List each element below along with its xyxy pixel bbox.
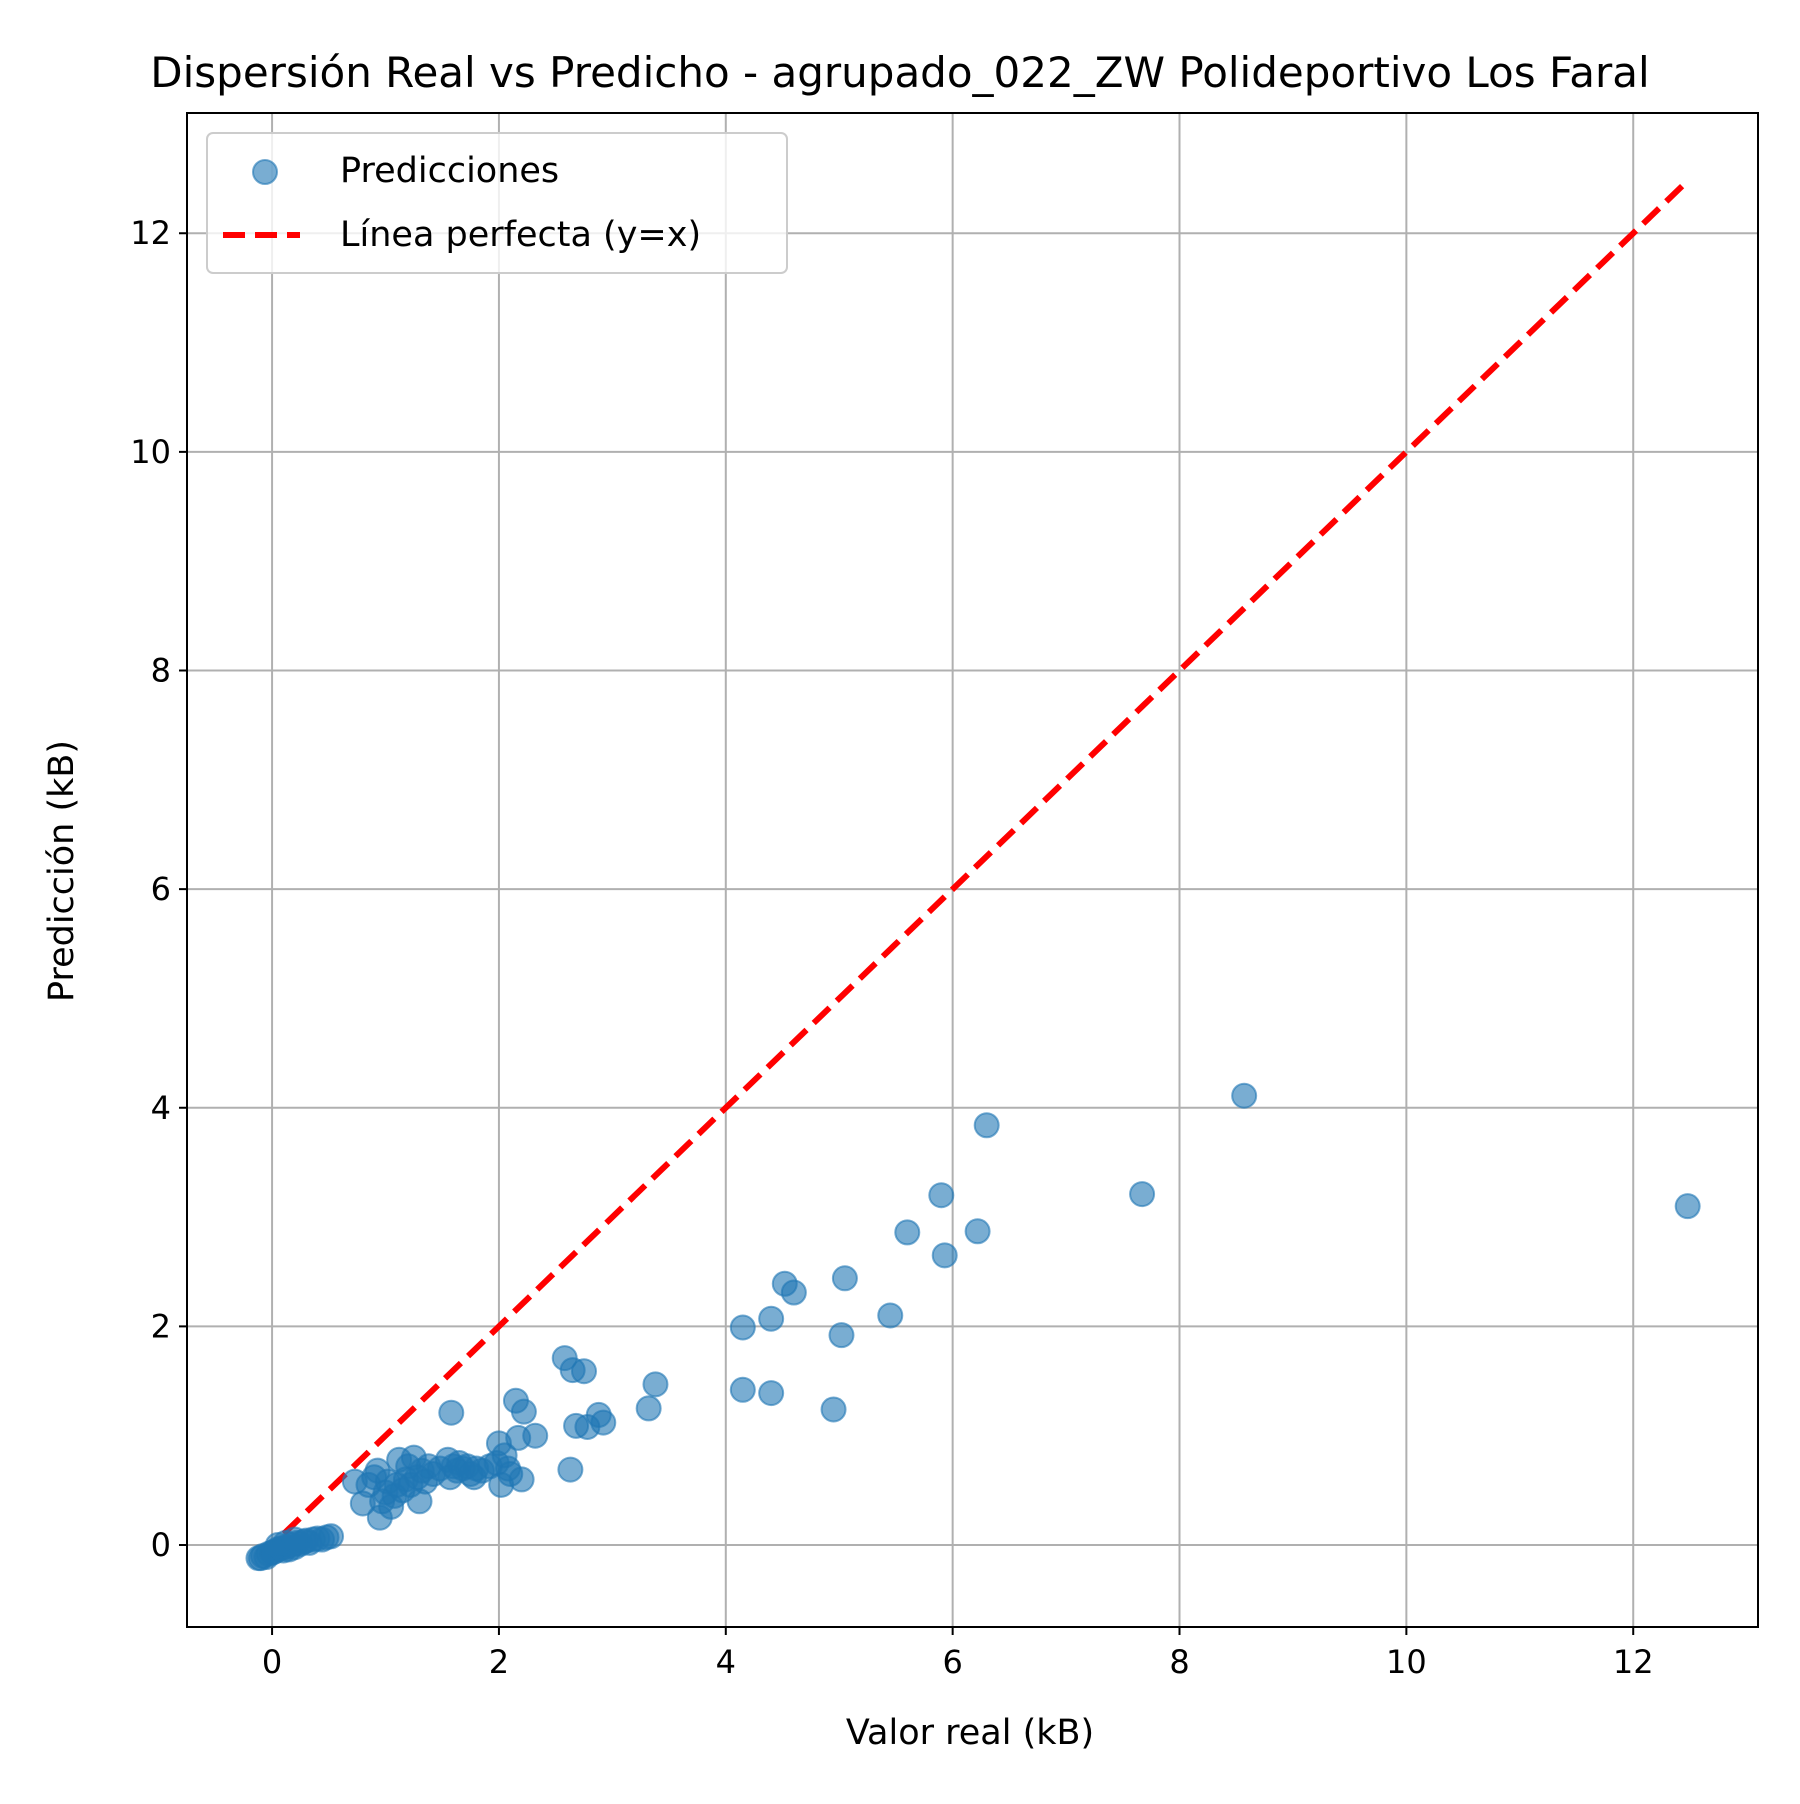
data-point: [729, 1314, 756, 1341]
data-point: [510, 1398, 537, 1425]
data-point: [780, 1279, 807, 1306]
data-point: [635, 1395, 662, 1422]
x-tick-label: 12: [1613, 1643, 1654, 1681]
legend-label-linea-perfecta: Línea perfecta (y=x): [340, 215, 701, 255]
data-point: [571, 1358, 598, 1385]
legend-box: [206, 132, 788, 274]
data-point: [820, 1396, 847, 1423]
data-point: [438, 1399, 465, 1426]
data-point: [522, 1422, 549, 1449]
data-point: [973, 1112, 1000, 1139]
chart-title: Dispersión Real vs Predicho - agrupado_0…: [150, 48, 1649, 97]
ticks: 0 2 4 6 8 10 12 0 2 4 6 8 10 12: [130, 214, 1653, 1681]
data-point: [831, 1265, 858, 1292]
data-point: [931, 1242, 958, 1269]
data-point: [894, 1219, 921, 1246]
data-point: [557, 1456, 584, 1483]
y-tick-label: 4: [151, 1089, 171, 1127]
data-point: [1231, 1082, 1258, 1109]
x-tick-label: 4: [716, 1643, 736, 1681]
y-tick-label: 10: [130, 433, 171, 471]
data-point: [1674, 1193, 1701, 1220]
data-point: [828, 1322, 855, 1349]
y-tick-label: 12: [130, 214, 171, 252]
data-point: [964, 1218, 991, 1245]
data-point: [508, 1466, 535, 1493]
y-axis-label: Predicción (kB): [42, 740, 82, 1002]
legend: Predicciones Línea perfecta (y=x): [206, 132, 788, 274]
reference-line-layer: [258, 181, 1687, 1559]
axes-frame: [186, 112, 1759, 1628]
x-tick-label: 10: [1386, 1643, 1427, 1681]
x-tick-label: 2: [489, 1643, 509, 1681]
perfect-fit-line: [258, 181, 1687, 1559]
data-point: [642, 1371, 669, 1398]
data-point: [877, 1302, 904, 1329]
data-point: [758, 1305, 785, 1332]
points-layer: [245, 1082, 1701, 1572]
grid: [187, 113, 1758, 1627]
data-point: [590, 1409, 617, 1436]
x-tick-label: 0: [262, 1643, 282, 1681]
data-point: [281, 1526, 308, 1553]
x-tick-label: 6: [942, 1643, 962, 1681]
y-tick-label: 8: [151, 652, 171, 690]
data-point: [928, 1182, 955, 1209]
legend-marker-predicciones: [252, 159, 278, 185]
data-point: [1129, 1181, 1156, 1208]
y-tick-label: 2: [151, 1307, 171, 1345]
data-point: [758, 1380, 785, 1407]
y-tick-label: 6: [151, 870, 171, 908]
data-point: [318, 1523, 345, 1550]
x-tick-label: 8: [1169, 1643, 1189, 1681]
data-point: [729, 1376, 756, 1403]
legend-label-predicciones: Predicciones: [340, 151, 559, 191]
x-axis-label: Valor real (kB): [846, 1713, 1094, 1753]
y-tick-label: 0: [151, 1526, 171, 1564]
